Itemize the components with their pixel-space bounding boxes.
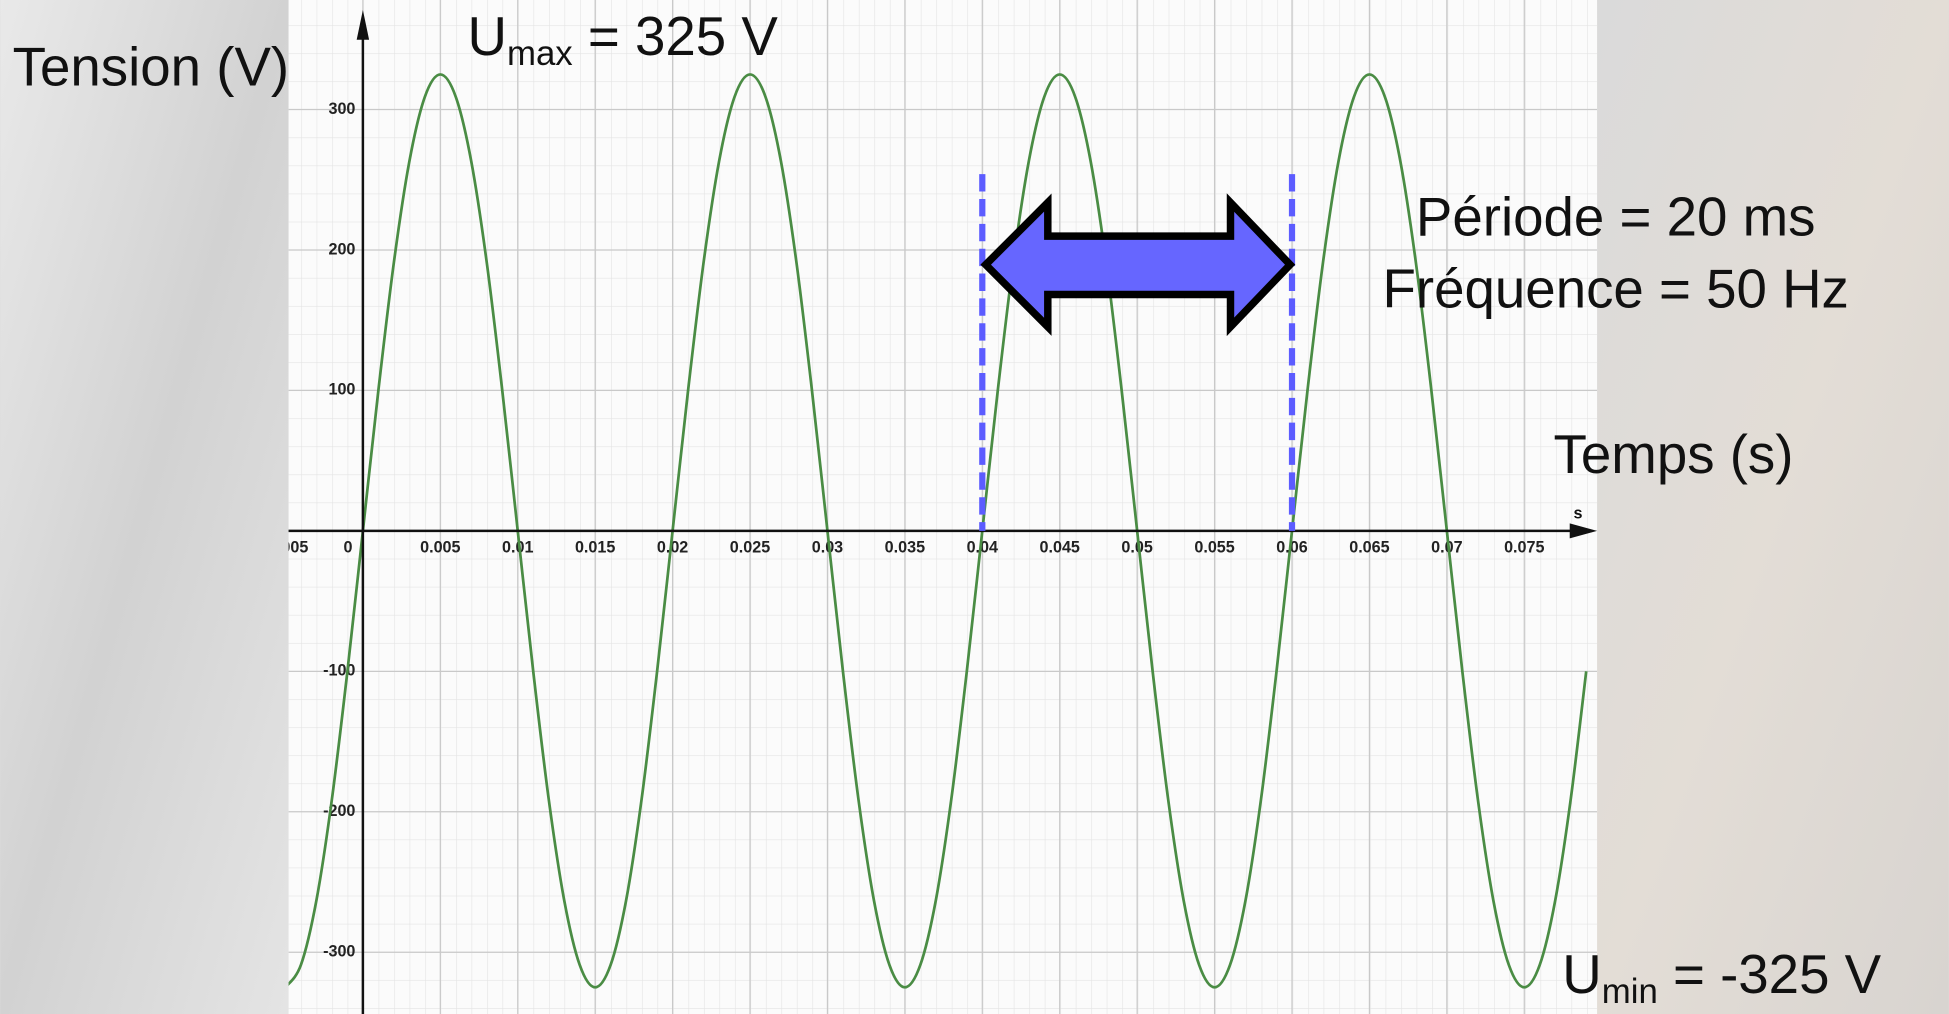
x-tick-label: 0.045 <box>1040 539 1080 557</box>
background-photo <box>0 0 288 1014</box>
chart: -0.00500.0050.010.0150.020.0250.030.0350… <box>0 0 1949 1014</box>
x-tick-label: 0.035 <box>885 539 925 557</box>
frequency-annotation: Fréquence = 50 Hz <box>1383 259 1849 320</box>
background-photo <box>1597 0 1949 1014</box>
y-tick-label: -300 <box>323 942 355 960</box>
y-tick-label: 300 <box>328 100 355 118</box>
x-tick-label: 0.065 <box>1349 539 1389 557</box>
umin-sub: min <box>1602 973 1658 1011</box>
x-tick-label: 0.025 <box>730 539 770 557</box>
y-tick-label: 100 <box>328 381 355 399</box>
x-tick-label: 0.005 <box>420 539 460 557</box>
umax-rest: = 325 V <box>573 6 779 67</box>
umax-sub: max <box>507 35 573 73</box>
x-axis-label: Temps (s) <box>1554 424 1794 485</box>
x-tick-label: 0.015 <box>575 539 615 557</box>
x-unit: s <box>1573 505 1582 523</box>
y-tick-label: -200 <box>323 802 355 820</box>
x-tick-label: 0.075 <box>1504 539 1544 557</box>
umin-rest: = -325 V <box>1658 945 1882 1006</box>
umax-base: U <box>468 6 507 67</box>
y-tick-label: -100 <box>323 662 355 680</box>
x-tick-label: 0.055 <box>1194 539 1234 557</box>
x-tick-label: 0 <box>343 539 352 557</box>
period-annotation: Période = 20 ms <box>1416 187 1816 248</box>
y-axis-label: Tension (V) <box>13 36 289 97</box>
page: {"chart_data":{"type":"line", "y_label":… <box>0 0 1949 1014</box>
y-tick-label: 200 <box>328 240 355 258</box>
umin-base: U <box>1562 945 1601 1006</box>
